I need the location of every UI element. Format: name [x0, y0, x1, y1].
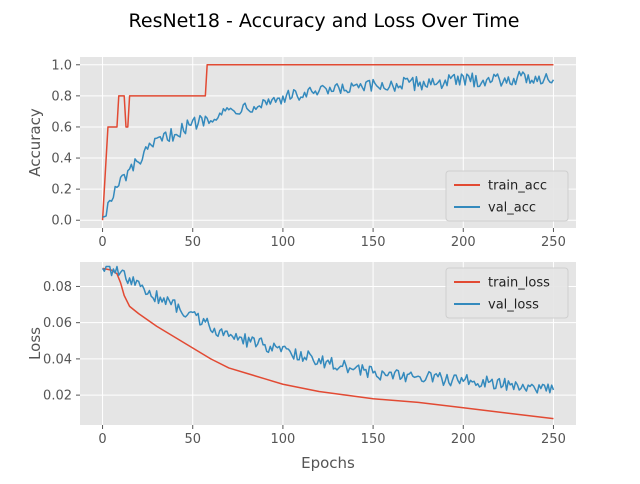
y-axis-label: Accuracy	[26, 108, 44, 177]
x-tick-label: 150	[361, 432, 386, 447]
legend-label-train_loss: train_loss	[488, 276, 550, 291]
x-tick-label: 250	[541, 235, 566, 250]
x-tick-label: 100	[270, 432, 295, 447]
series-line-val_loss	[101, 265, 555, 394]
series-line-val_acc	[102, 70, 555, 218]
legend-label-val_loss: val_loss	[488, 298, 539, 313]
series-line-train_loss	[102, 267, 554, 420]
legend-label-val_acc: val_acc	[488, 201, 536, 216]
y-tick-label: 0.08	[43, 280, 72, 295]
x-axis-label: Epochs	[301, 454, 355, 472]
y-tick-label: 0.8	[51, 89, 72, 104]
x-tick-label: 100	[270, 235, 295, 250]
x-tick-label: 250	[541, 432, 566, 447]
y-tick-label: 0.4	[51, 152, 72, 167]
y-tick-label: 0.2	[51, 183, 72, 198]
figure-title: ResNet18 - Accuracy and Loss Over Time	[129, 10, 520, 32]
y-tick-label: 0.06	[43, 316, 72, 331]
y-tick-label: 0.0	[51, 214, 72, 229]
legend-label-train_acc: train_acc	[488, 179, 547, 194]
legend-box	[445, 267, 569, 319]
y-tick-label: 0.6	[51, 120, 72, 135]
series-line-train_acc	[101, 64, 554, 221]
x-tick-label: 200	[451, 235, 476, 250]
y-tick-label: 1.0	[51, 58, 72, 73]
y-axis-label: Loss	[26, 327, 44, 360]
x-tick-label: 50	[184, 432, 201, 447]
x-tick-label: 0	[98, 432, 106, 447]
x-tick-label: 150	[361, 235, 386, 250]
x-tick-label: 200	[451, 432, 476, 447]
x-tick-label: 50	[184, 235, 201, 250]
legend-box	[445, 170, 569, 222]
y-tick-label: 0.02	[43, 389, 72, 404]
y-tick-label: 0.04	[43, 352, 72, 367]
x-tick-label: 0	[98, 235, 106, 250]
